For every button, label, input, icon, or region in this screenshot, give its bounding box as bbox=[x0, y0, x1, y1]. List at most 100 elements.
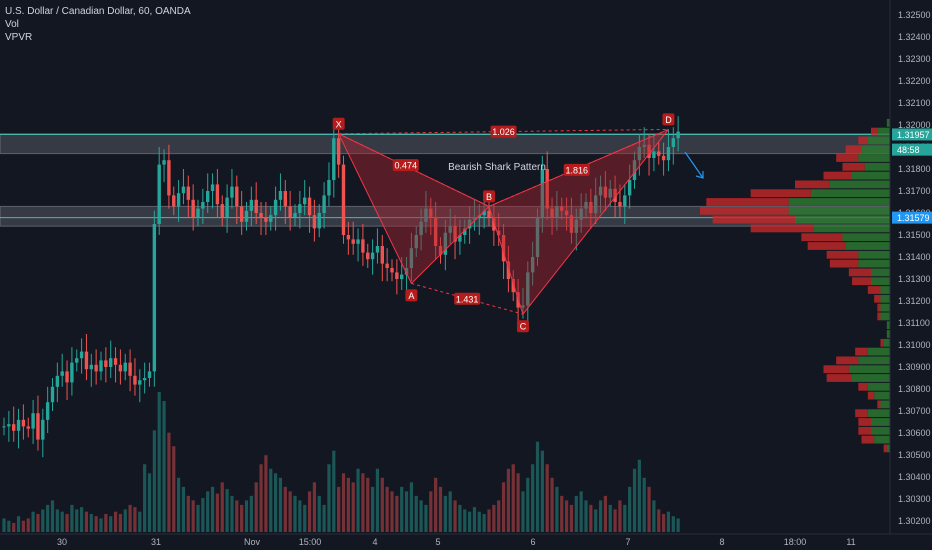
vp-bar-up bbox=[858, 154, 890, 162]
candle-body bbox=[404, 268, 409, 275]
candle-body bbox=[332, 138, 336, 180]
candle bbox=[172, 186, 176, 216]
vp-bar-up bbox=[883, 338, 890, 347]
candle bbox=[36, 395, 40, 451]
candle bbox=[463, 219, 467, 244]
x-tick-label: 18:00 bbox=[784, 537, 807, 547]
candle bbox=[414, 226, 418, 257]
candle bbox=[511, 270, 515, 301]
price-tag-0: 1.31957 bbox=[897, 130, 930, 140]
candle-body bbox=[336, 138, 341, 165]
candle-body bbox=[356, 239, 360, 244]
candle-body bbox=[433, 217, 438, 246]
y-tick-label: 1.31500 bbox=[898, 230, 931, 240]
volume-bar bbox=[196, 504, 200, 532]
volume-bar bbox=[181, 486, 186, 532]
vp-bar-up bbox=[848, 365, 890, 374]
candle-body bbox=[584, 202, 588, 209]
projection-arrow-head bbox=[695, 171, 704, 179]
vp-bar-down bbox=[877, 400, 881, 409]
volume-bar bbox=[550, 477, 554, 532]
vp-bar-up bbox=[864, 162, 890, 171]
candle bbox=[540, 155, 545, 233]
volume-bar bbox=[327, 464, 331, 532]
vp-bar-down bbox=[858, 426, 871, 435]
vpvr-indicator-label[interactable]: VPVR bbox=[5, 32, 33, 43]
volume-bar bbox=[332, 450, 336, 532]
volume-bar bbox=[438, 486, 443, 532]
candle bbox=[7, 411, 11, 442]
candle bbox=[244, 202, 249, 231]
candle-body bbox=[312, 215, 317, 229]
volume-bar bbox=[424, 504, 428, 532]
candle-body bbox=[206, 191, 210, 202]
candle-body bbox=[94, 364, 98, 372]
vp-bar-down bbox=[836, 356, 859, 365]
vp-bar-up bbox=[886, 330, 890, 338]
candle bbox=[264, 202, 268, 235]
volume-bar bbox=[443, 495, 447, 532]
volume-bar bbox=[31, 511, 35, 532]
candle-body bbox=[104, 360, 108, 367]
candle bbox=[395, 259, 399, 295]
candle bbox=[632, 151, 637, 189]
candle bbox=[269, 206, 273, 231]
volume-bar bbox=[545, 464, 549, 532]
volume-indicator-label[interactable]: Vol bbox=[5, 19, 19, 30]
vp-bar-down bbox=[871, 127, 878, 136]
candle-body bbox=[443, 232, 448, 255]
volume-bar bbox=[215, 493, 219, 532]
pattern-name-label: Bearish Shark Pattern bbox=[448, 162, 546, 173]
candle-body bbox=[613, 188, 617, 202]
volume-bar bbox=[307, 491, 312, 532]
candle-body bbox=[220, 204, 224, 218]
volume-bar bbox=[162, 401, 166, 532]
candle-body bbox=[545, 169, 549, 209]
volume-bar bbox=[128, 504, 132, 532]
candle bbox=[206, 173, 210, 213]
vp-bar-down bbox=[826, 250, 859, 259]
candle bbox=[574, 208, 578, 251]
volume-bar bbox=[80, 507, 84, 532]
volume-bar bbox=[133, 507, 137, 532]
y-tick-label: 1.30800 bbox=[898, 384, 931, 394]
candle bbox=[31, 400, 35, 444]
volume-bar bbox=[104, 513, 108, 532]
vp-bar-up bbox=[788, 206, 890, 215]
volume-bar bbox=[618, 500, 622, 532]
candle-body bbox=[637, 147, 642, 161]
candle-body bbox=[79, 351, 84, 359]
vp-bar-down bbox=[858, 136, 868, 145]
price-tag-1: 48:58 bbox=[897, 145, 920, 155]
candle bbox=[312, 199, 317, 242]
volume-bar bbox=[84, 511, 89, 532]
pattern-point-marker-a bbox=[405, 289, 418, 302]
volume-bar bbox=[298, 500, 302, 532]
symbol-title[interactable]: U.S. Dollar / Canadian Dollar, 60, OANDA bbox=[5, 6, 191, 17]
candle-body bbox=[487, 210, 491, 218]
volume-bar bbox=[487, 509, 491, 532]
vp-bar-down bbox=[750, 224, 814, 233]
candle bbox=[569, 197, 574, 244]
pattern-point-label-x: X bbox=[336, 119, 342, 129]
volume-bar bbox=[589, 504, 593, 532]
vp-bar-down bbox=[855, 409, 868, 418]
volume-bar bbox=[118, 513, 122, 532]
volume-bar bbox=[147, 473, 152, 532]
candle-body bbox=[555, 206, 559, 218]
candle-body bbox=[118, 364, 123, 372]
volume-bar bbox=[492, 504, 496, 532]
candle-body bbox=[414, 235, 418, 249]
ratio-label-bd: 1.816 bbox=[565, 165, 588, 175]
candle bbox=[293, 204, 297, 227]
candle-body bbox=[259, 213, 263, 218]
volume-bar bbox=[65, 513, 69, 532]
candle-body bbox=[341, 164, 346, 235]
volume-bar bbox=[584, 500, 588, 532]
candle-body bbox=[31, 413, 35, 429]
vp-bar-up bbox=[886, 444, 890, 453]
candle-body bbox=[540, 169, 545, 218]
x-tick-label: 6 bbox=[530, 537, 535, 547]
y-tick-label: 1.30600 bbox=[898, 428, 931, 438]
